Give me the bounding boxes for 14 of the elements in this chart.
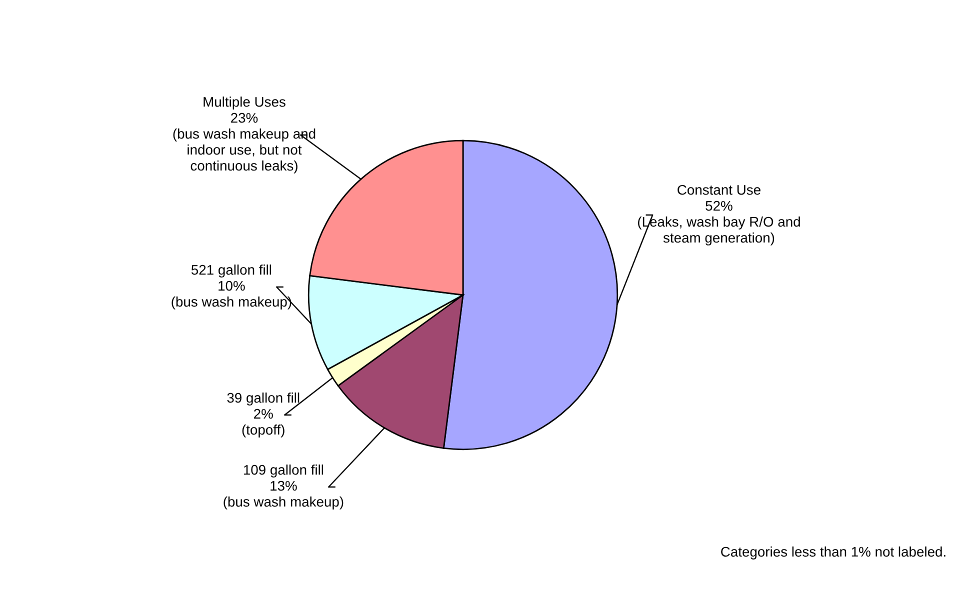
data-label: 52% <box>706 200 732 211</box>
data-label: 23% <box>231 112 258 123</box>
data-label: 2% <box>254 408 273 419</box>
data-label: 10% <box>218 280 245 291</box>
slice-label: Constant Use <box>678 184 760 195</box>
text: (bus wash makeup) <box>224 496 344 510</box>
text: (bus wash makeup) <box>172 296 292 310</box>
slice-label: 109 gallon fill <box>244 464 324 478</box>
slice-label: 39 gallon fill <box>227 392 300 406</box>
text: Categories less than 1% not labeled. <box>721 546 946 560</box>
slice-label: 521 gallon fill <box>191 264 272 278</box>
text: (topoff) <box>242 424 284 438</box>
slice-label: Multiple Uses <box>204 96 286 110</box>
data-label: 13% <box>270 480 297 491</box>
